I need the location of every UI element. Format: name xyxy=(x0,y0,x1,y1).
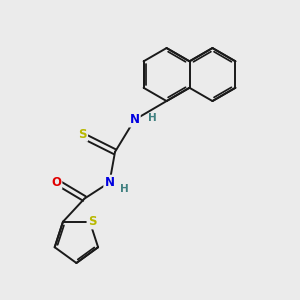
Text: N: N xyxy=(130,113,140,126)
Text: S: S xyxy=(88,215,96,228)
Text: O: O xyxy=(51,176,61,188)
Text: N: N xyxy=(104,176,115,189)
Text: H: H xyxy=(120,184,129,194)
Text: S: S xyxy=(78,128,87,141)
Text: H: H xyxy=(148,113,157,123)
